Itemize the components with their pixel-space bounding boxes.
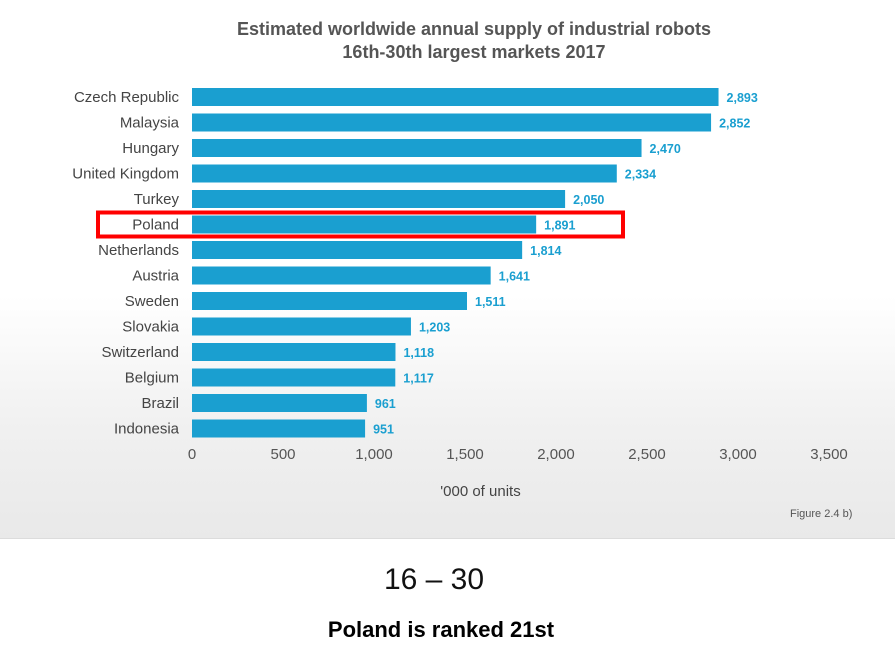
bar-malaysia [192,113,712,132]
bar-turkey [192,190,566,208]
value-label-belgium: 1,117 [403,372,434,386]
bar-chart: Czech Republic 2,893 Malaysia 2,852 Hungary 2… [72,88,848,500]
category-label-brazil: Brazil [141,395,179,412]
bar-austria [192,266,491,285]
bar-indonesia [192,419,366,438]
x-tick-label: 500 [270,446,295,463]
x-tick-label: 2,500 [628,446,666,463]
x-tick-label: 3,000 [719,446,757,463]
highlight-box [96,210,625,239]
category-label-indonesia: Indonesia [114,421,180,438]
category-label-belgium: Belgium [125,370,179,387]
bar-sweden [192,292,468,310]
bar-slovakia [192,317,411,336]
chart-subtitle: 16th-30th largest markets 2017 [342,42,606,62]
category-label-switzerland: Switzerland [101,344,179,361]
value-label-netherlands: 1,814 [530,244,561,258]
x-tick-label: 1,500 [446,446,484,463]
value-label-malaysia: 2,852 [719,117,750,131]
category-label-czech-republic: Czech Republic [74,89,180,106]
category-label-slovakia: Slovakia [122,319,179,336]
value-label-austria: 1,641 [499,270,530,284]
value-label-slovakia: 1,203 [419,321,450,335]
category-label-netherlands: Netherlands [98,242,179,259]
x-tick-label: 2,000 [537,446,575,463]
bar-belgium [192,368,396,387]
chart-panel: Estimated worldwide annual supply of ind… [0,0,895,539]
bar-united-kingdom [192,164,617,183]
value-label-brazil: 961 [375,397,396,411]
figure-caption: Figure 2.4 b) [790,508,853,520]
rank-statement: Poland is ranked 21st [327,617,555,642]
category-label-turkey: Turkey [134,191,180,208]
value-label-hungary: 2,470 [650,142,681,156]
value-label-poland: 1,891 [544,219,575,233]
category-label-united-kingdom: United Kingdom [72,166,179,183]
bar-poland [192,215,537,234]
range-heading: 16 – 30 [383,563,485,596]
value-label-indonesia: 951 [373,423,394,437]
value-label-united-kingdom: 2,334 [625,168,656,182]
bar-netherlands [192,241,523,259]
category-label-austria: Austria [132,268,179,285]
value-label-turkey: 2,050 [573,193,604,207]
bar-czech-republic [192,88,719,106]
category-label-poland: Poland [132,217,179,234]
bar-hungary [192,139,642,157]
category-label-hungary: Hungary [122,140,179,157]
chart-title: Estimated worldwide annual supply of ind… [236,19,712,39]
category-label-malaysia: Malaysia [120,115,180,132]
x-axis-title: '000 of units [440,483,520,500]
x-tick-label: 3,500 [810,446,848,463]
x-tick-label: 0 [188,446,196,463]
bar-brazil [192,394,367,412]
bar-switzerland [192,343,396,361]
value-label-czech-republic: 2,893 [727,91,758,105]
value-label-switzerland: 1,118 [403,346,434,360]
x-tick-label: 1,000 [355,446,393,463]
category-label-sweden: Sweden [125,293,179,310]
value-label-sweden: 1,511 [475,295,506,309]
